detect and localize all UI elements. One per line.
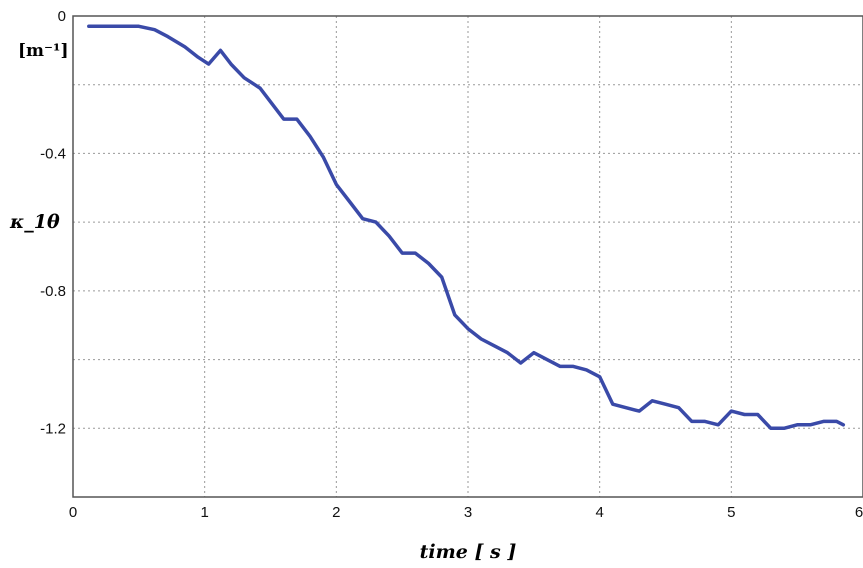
x-tick-label: 0	[69, 504, 77, 521]
grid-lines	[73, 16, 863, 498]
y-unit-label: [m⁻¹]	[18, 41, 69, 61]
x-tick-label: 3	[464, 504, 472, 521]
tick-labels: 0 1 2 3 4 5 6 0 -0.4 -0.8 -1.2	[40, 8, 863, 521]
y-tick-label: -0.8	[40, 283, 66, 300]
y-tick-label: -1.2	[40, 420, 66, 437]
x-tick-label: 2	[332, 504, 340, 521]
plot-frame	[72, 15, 863, 498]
x-tick-label: 5	[727, 504, 735, 521]
x-tick-label: 4	[595, 504, 603, 521]
y-axis-label: κ_1θ	[9, 211, 60, 233]
x-axis-label: time [ s ]	[420, 541, 517, 563]
x-tick-label: 1	[200, 504, 208, 521]
series-line	[87, 24, 846, 431]
y-tick-label: -0.4	[40, 145, 66, 162]
y-tick-label: 0	[58, 8, 66, 25]
x-tick-label: 6	[855, 504, 863, 521]
